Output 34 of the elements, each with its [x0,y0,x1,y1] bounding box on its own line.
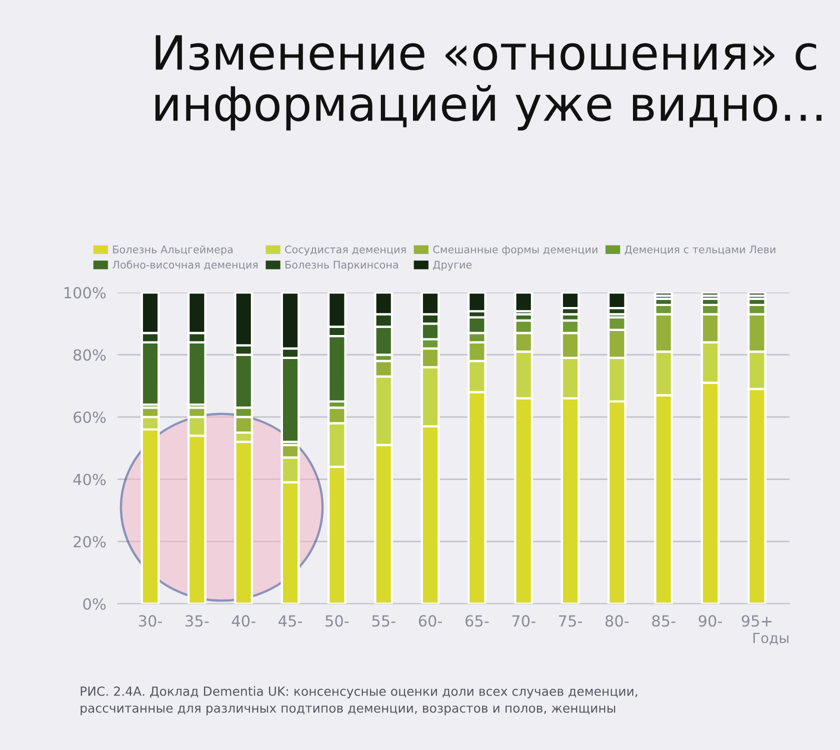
x-tick-label: 90- [698,615,722,627]
legend-label: Другие [433,260,472,271]
legend-label: Деменция с тельцами Леви [624,246,776,255]
x-tick-label: 35- [186,615,209,627]
legend-label: Болезнь Паркинсона [286,260,398,271]
y-tick-label: 80% [74,349,106,361]
x-tick-label: 40- [232,615,256,627]
bar [514,292,534,312]
y-tick-label: 40% [73,474,106,486]
y-tick-label: 0% [83,598,106,610]
bar [654,292,674,297]
x-tick-label: 60- [418,615,442,627]
x-tick-label: 50- [326,615,349,627]
x-tick-label: 80- [605,615,629,627]
legend-label: Смешанные формы деменции [433,245,598,256]
legend-label: Лобно-височная деменция [112,260,258,270]
y-tick-label: 100% [64,286,106,299]
x-tick-label: 55- [372,615,396,627]
bar [747,292,766,297]
x-tick-label: 95+ [742,615,772,627]
y-tick-label: 60% [74,411,106,424]
x-tick-label: 70- [512,615,536,627]
legend-label: Сосудистая деменция [285,245,406,256]
x-tick-label: 45- [278,615,302,627]
chart-title: Изменение «отношения» с информацией уже видно… [155,35,822,131]
x-axis-title: Годы [753,632,788,645]
text: РИС. 2.4А. Доклад Dementia UK: консенсусные оценки доли всех случаев деменции, рассчитанные для различных подтипов деменции, возрастов и полов, женщины [80,686,638,716]
x-tick-label: 85- [652,615,676,627]
bar [700,292,720,297]
x-tick-label: 75- [559,615,582,627]
x-tick-label: 65- [466,615,489,627]
x-tick-label: 30- [138,615,162,627]
legend-label: Болезнь Альцгеймера [113,245,232,256]
y-tick-label: 20% [74,536,106,548]
